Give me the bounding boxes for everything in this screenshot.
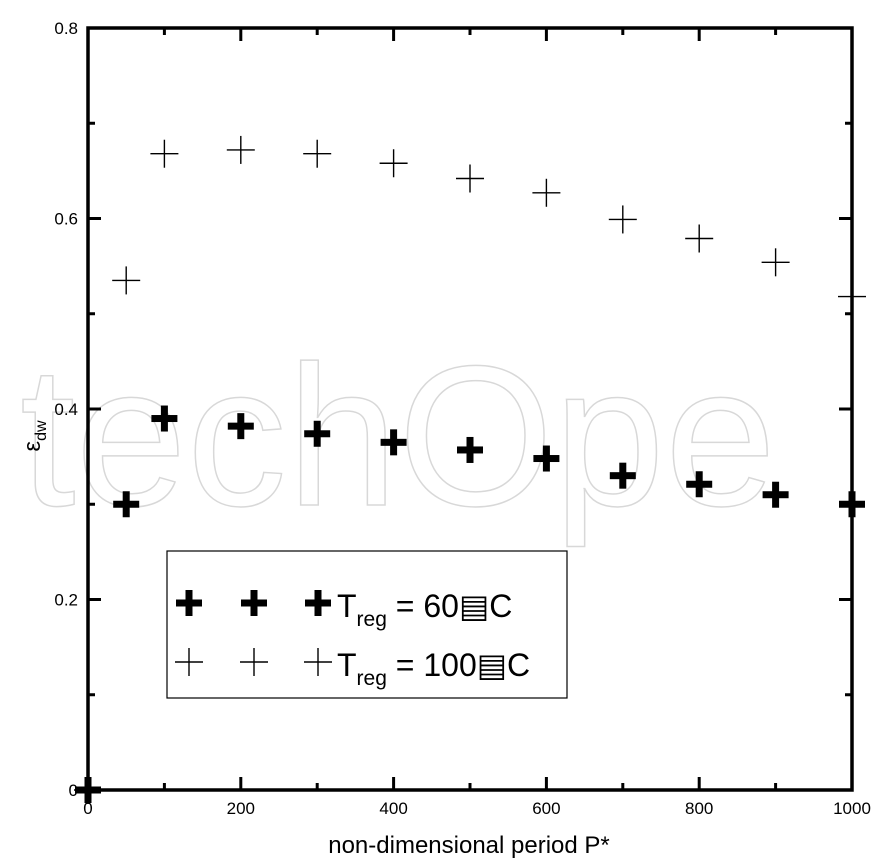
legend-marker-0	[176, 590, 202, 616]
legend-marker-1	[240, 648, 268, 676]
legend-marker-1	[304, 648, 332, 676]
legend: Treg = 60▤C Treg = 100▤C	[166, 550, 568, 699]
y-axis-label-sub: dw	[33, 420, 50, 441]
legend-marker-0	[241, 590, 267, 616]
tick-labels: 0 200 400 600 800 1000 0 0.2 0.4 0.6 0.8	[54, 19, 871, 818]
x-tick-label: 400	[379, 799, 407, 818]
legend-markers	[175, 590, 332, 676]
series-0-point	[457, 436, 483, 463]
series-0-point	[762, 481, 789, 508]
x-tick-label: 200	[227, 799, 255, 818]
series-1-point	[761, 248, 790, 277]
legend-entry-60: Treg = 60▤C	[337, 588, 512, 631]
y-tick-label: 0.8	[54, 19, 78, 38]
series-0-point	[227, 413, 254, 440]
series-1-point	[150, 139, 179, 168]
series-1-point	[608, 205, 637, 234]
plot-frame	[86, 26, 854, 792]
series-0-point	[151, 405, 178, 432]
legend-entry-100: Treg = 100▤C	[337, 647, 530, 690]
x-tick-label: 1000	[833, 799, 871, 818]
x-tick-label: 800	[685, 799, 713, 818]
y-axis-label-main: ε	[19, 441, 46, 452]
series-1-point	[532, 178, 561, 207]
y-axis-label: εdw	[19, 420, 50, 452]
series-0-point	[609, 462, 636, 489]
watermark: techOpe	[20, 325, 776, 548]
series-1-point	[303, 139, 332, 168]
series-1-point	[226, 135, 255, 164]
series-1-point	[379, 149, 408, 178]
legend-box	[166, 550, 568, 699]
series-1-point	[685, 224, 714, 253]
series-0-point	[380, 429, 407, 456]
x-tick-label: 600	[532, 799, 560, 818]
x-axis-label: non-dimensional period P*	[328, 832, 610, 859]
series-0-point	[686, 471, 713, 498]
series-1-point	[112, 266, 141, 295]
legend-marker-0	[305, 590, 331, 616]
svg-text:εdw: εdw	[19, 420, 50, 452]
x-tick-label: 0	[83, 799, 92, 818]
series-0-point	[113, 491, 140, 518]
series-0-point	[533, 445, 560, 472]
y-tick-label: 0	[69, 781, 78, 800]
series-1-point	[456, 164, 484, 193]
y-tick-label: 0.6	[54, 210, 78, 229]
legend-marker-1	[175, 648, 203, 676]
series-0-point	[304, 420, 331, 447]
y-tick-label: 0.4	[54, 400, 78, 419]
y-tick-label: 0.2	[54, 591, 78, 610]
